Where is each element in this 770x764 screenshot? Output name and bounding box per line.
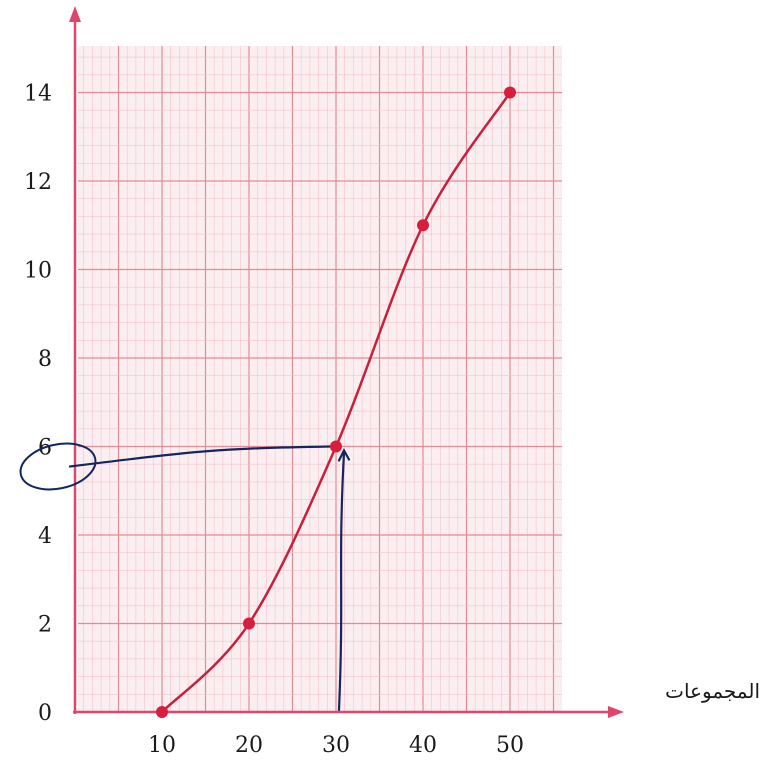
data-point <box>417 219 429 232</box>
data-point <box>243 617 255 630</box>
y-tick-label: 0 <box>38 701 52 726</box>
grid <box>78 46 562 713</box>
x-tick-label: 40 <box>409 733 437 758</box>
x-tick-label: 30 <box>322 733 350 758</box>
x-tick-label: 20 <box>235 733 263 758</box>
y-tick-label: 14 <box>24 82 52 107</box>
annotation-vertical-line <box>337 451 346 712</box>
y-tick-label: 4 <box>38 524 52 549</box>
data-point <box>330 440 342 453</box>
x-axis-arrow <box>608 706 624 718</box>
y-axis-arrow <box>69 6 81 22</box>
data-point <box>156 706 168 718</box>
x-axis-title: المجموعات <box>665 679 760 703</box>
y-tick-label: 8 <box>38 347 52 372</box>
annotation-arrowhead <box>337 448 351 462</box>
y-tick-label: 10 <box>24 259 52 284</box>
annotation-circle <box>19 442 97 491</box>
x-tick-label: 10 <box>148 733 176 758</box>
annotation <box>19 442 351 712</box>
y-tick-label: 2 <box>38 613 52 638</box>
y-tick-label: 12 <box>24 170 52 195</box>
data-points <box>156 86 516 718</box>
grid-paper <box>78 46 562 712</box>
data-point <box>504 86 516 99</box>
x-tick-label: 50 <box>496 733 524 758</box>
annotation-horizontal-line <box>68 445 332 468</box>
